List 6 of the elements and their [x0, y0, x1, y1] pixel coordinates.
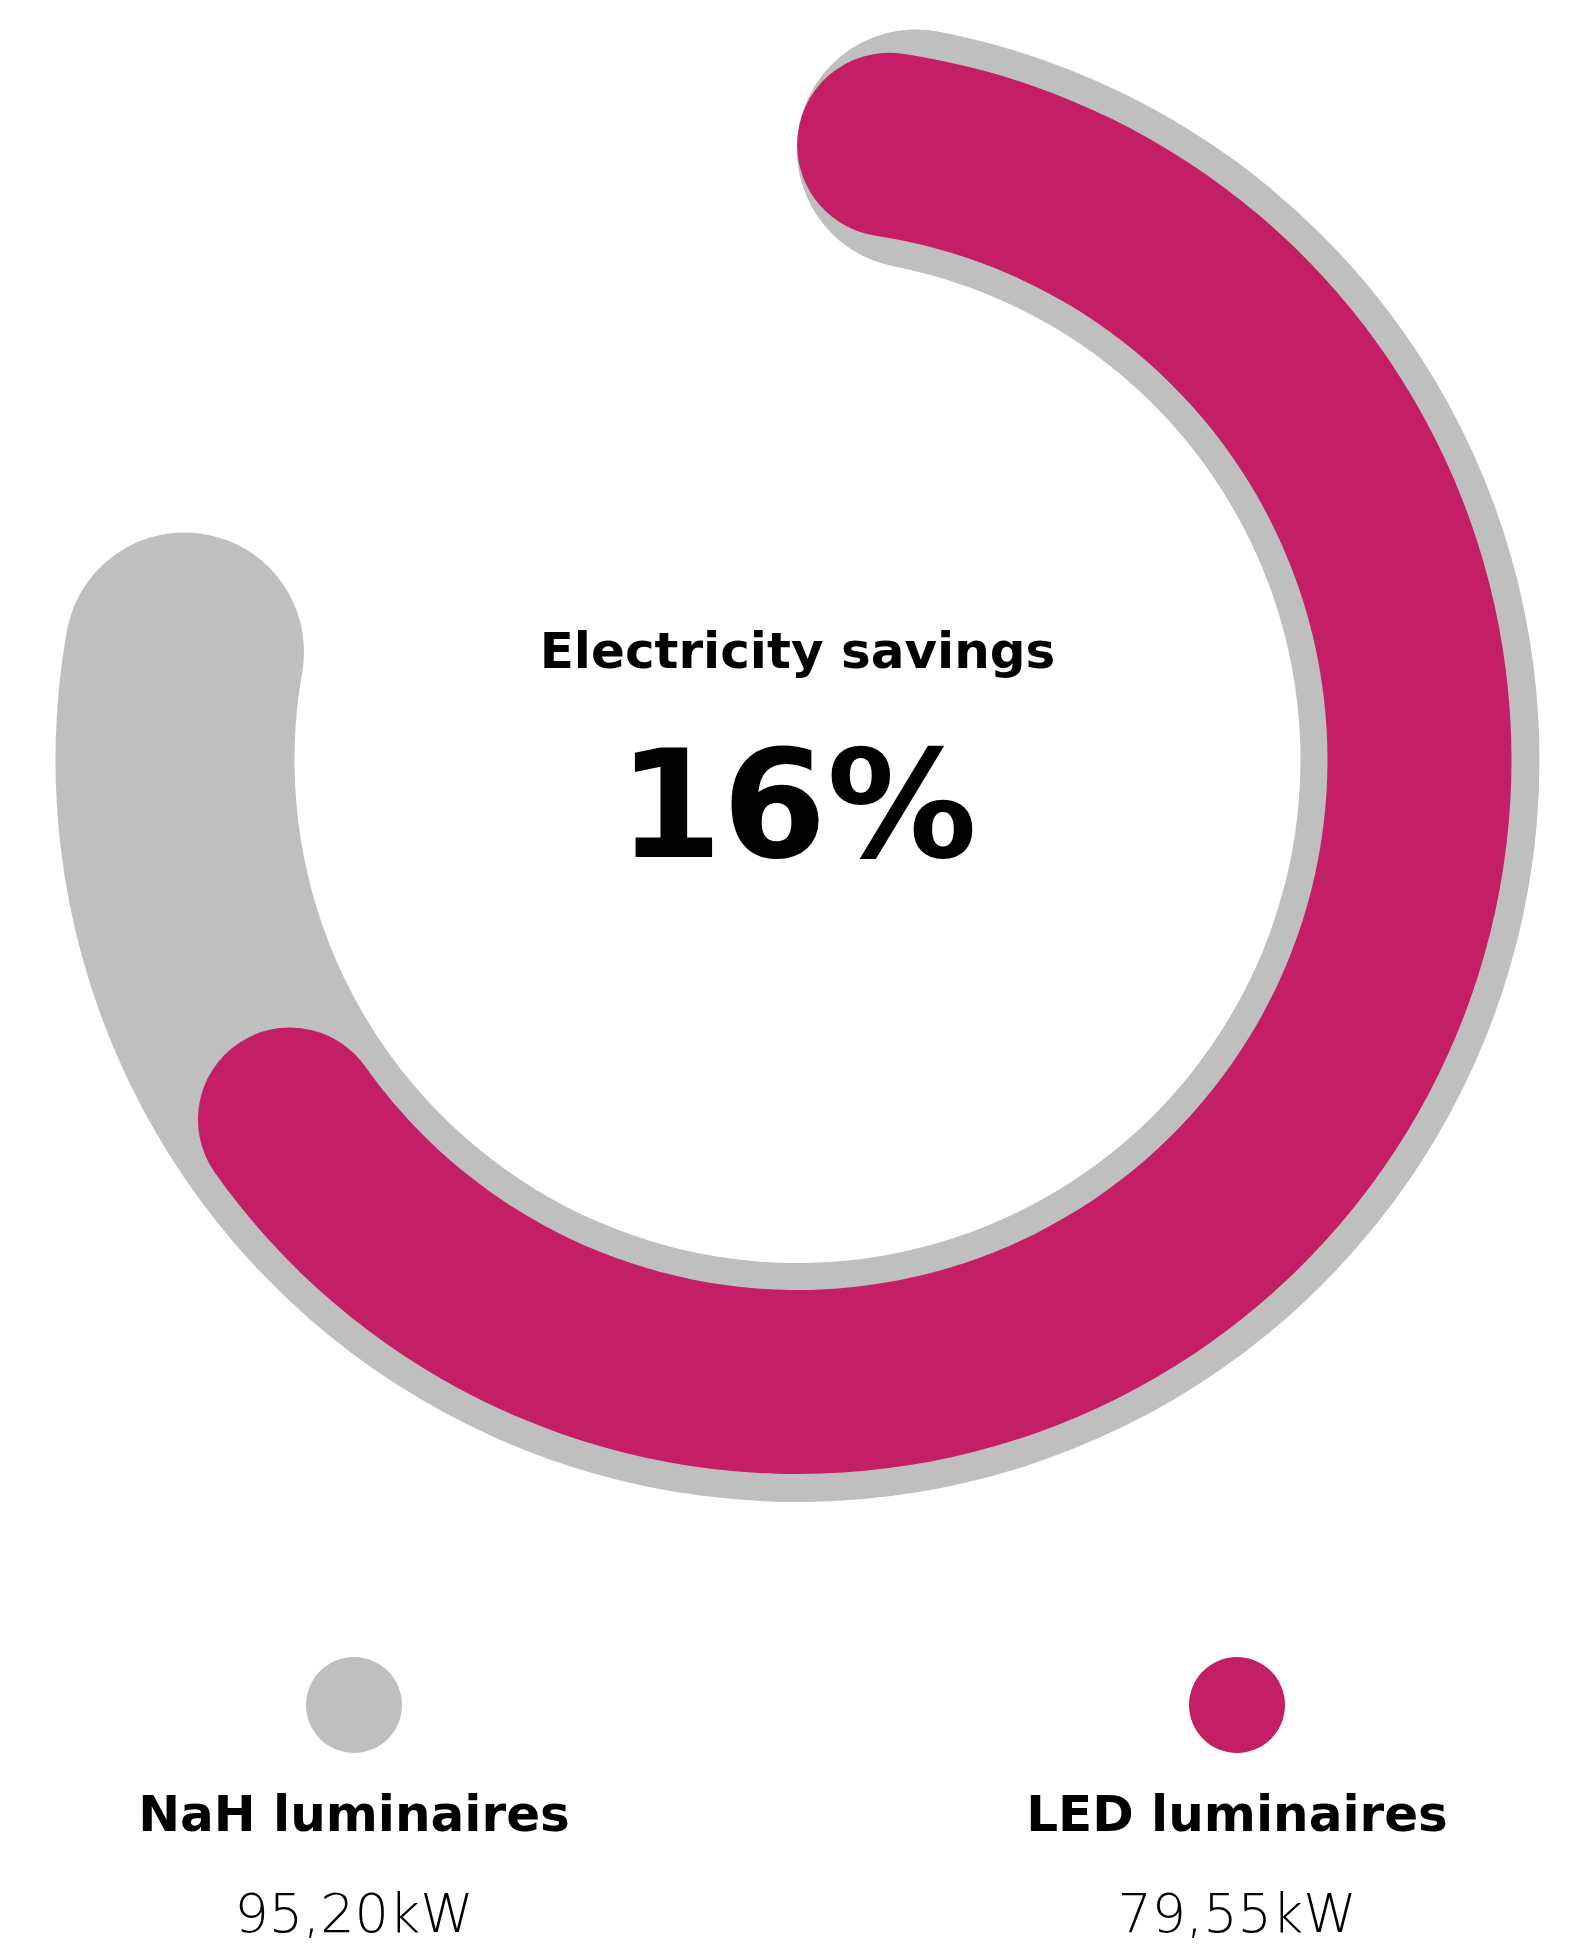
category-label: NaH luminaires — [138, 1784, 570, 1843]
data-label: 95,20kW — [234, 1882, 474, 1946]
text: 16% — [616, 718, 978, 892]
data-label: 79,55kW — [1117, 1882, 1357, 1946]
text: Electricity savings — [538, 622, 1057, 680]
category-label: LED luminaires — [1026, 1784, 1448, 1843]
